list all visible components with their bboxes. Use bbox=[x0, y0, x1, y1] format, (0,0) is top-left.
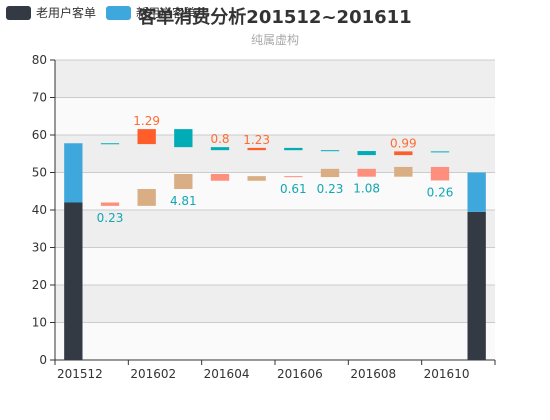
grid-band bbox=[55, 285, 495, 323]
bar-new-step bbox=[100, 143, 120, 145]
bar-new-step bbox=[357, 151, 376, 156]
data-label: 1.08 bbox=[353, 182, 380, 196]
bar-new-total-start bbox=[64, 143, 83, 203]
bar-old-total-end bbox=[467, 211, 486, 360]
bar-old-step bbox=[430, 166, 450, 181]
data-label: 1.23 bbox=[243, 133, 270, 147]
chart-title: 客单消费分析201512~201611 bbox=[138, 7, 412, 28]
bar-old-step bbox=[174, 174, 193, 189]
data-label: 0.23 bbox=[317, 182, 344, 196]
bar-new-step bbox=[247, 147, 266, 151]
legend-label-old: 老用户客单 bbox=[36, 6, 97, 20]
data-label: 0.8 bbox=[210, 132, 229, 146]
grid-band bbox=[55, 97, 495, 135]
bar-old-step bbox=[100, 202, 120, 206]
grid-band bbox=[55, 172, 495, 210]
grid-band bbox=[55, 247, 495, 285]
y-tick-label: 50 bbox=[32, 166, 47, 180]
data-label: 0.23 bbox=[97, 211, 124, 225]
bar-new-step bbox=[174, 129, 193, 148]
bar-old-step bbox=[137, 189, 156, 206]
y-tick-label: 0 bbox=[39, 353, 47, 367]
bar-new-step bbox=[430, 151, 450, 153]
bar-old-step bbox=[247, 176, 266, 181]
y-tick-label: 70 bbox=[32, 91, 47, 105]
y-tick-label: 30 bbox=[32, 241, 47, 255]
data-label: 1.29 bbox=[133, 114, 160, 128]
legend-swatch-old bbox=[6, 5, 31, 20]
x-tick-label: 201608 bbox=[350, 367, 396, 381]
legend-old-users[interactable]: 老用户客单 bbox=[6, 4, 96, 21]
x-tick-label: 201512 bbox=[57, 367, 103, 381]
y-tick-label: 80 bbox=[32, 53, 47, 67]
grid-band bbox=[55, 60, 495, 98]
bar-new-step bbox=[210, 147, 230, 151]
data-label: 0.26 bbox=[427, 185, 454, 199]
bar-new-step bbox=[284, 147, 303, 151]
bar-new-step bbox=[137, 129, 156, 145]
bar-new-step bbox=[320, 150, 340, 152]
data-label: 4.81 bbox=[170, 194, 197, 208]
bar-old-step bbox=[394, 166, 413, 177]
y-tick-label: 40 bbox=[32, 203, 47, 217]
bar-new-total-end bbox=[467, 172, 486, 212]
y-tick-label: 10 bbox=[32, 316, 47, 330]
legend-swatch-new bbox=[106, 5, 131, 20]
x-tick-label: 201606 bbox=[277, 367, 323, 381]
data-label: 0.99 bbox=[390, 136, 417, 150]
y-tick-label: 20 bbox=[32, 278, 47, 292]
data-label: 0.61 bbox=[280, 182, 307, 196]
grid-band bbox=[55, 210, 495, 248]
chart-subtitle: 纯属虚构 bbox=[250, 33, 299, 47]
legend-label-new: 新用户客单 bbox=[136, 6, 197, 20]
bar-old-step bbox=[357, 168, 376, 177]
x-tick-label: 201604 bbox=[204, 367, 250, 381]
grid-band bbox=[55, 322, 495, 360]
y-tick-label: 60 bbox=[32, 128, 47, 142]
x-tick-label: 201602 bbox=[130, 367, 176, 381]
bar-old-total-start bbox=[64, 202, 83, 360]
legend-new-users[interactable]: 新用户客单 bbox=[106, 4, 196, 21]
bar-old-step bbox=[210, 174, 230, 181]
x-tick-label: 201610 bbox=[424, 367, 470, 381]
bar-new-step bbox=[394, 151, 413, 156]
bar-old-step bbox=[284, 176, 303, 178]
grid-band bbox=[55, 135, 495, 173]
bar-old-step bbox=[320, 168, 340, 178]
